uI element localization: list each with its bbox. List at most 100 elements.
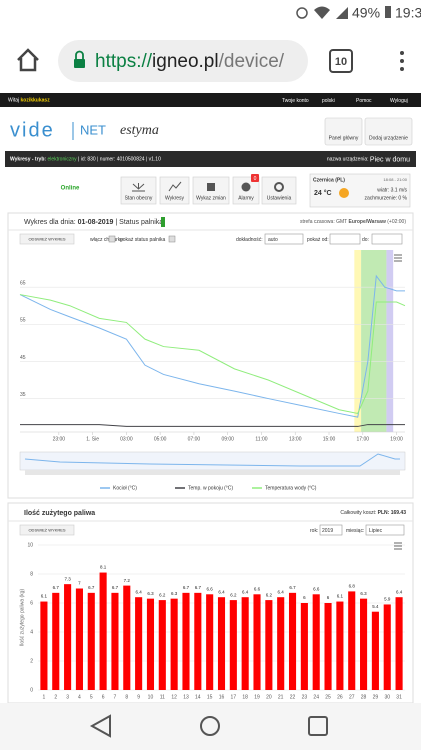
x-tick-label: 4 [78, 694, 81, 700]
x-tick-label: 1 [43, 694, 46, 700]
value-label: 6.7 [289, 585, 296, 590]
device-name: nazwa urządzenia: Piec w domu [327, 156, 410, 163]
value-label: 6.7 [195, 585, 202, 590]
x-tick-label: 5 [90, 694, 93, 700]
x-tick-label: 6 [102, 694, 105, 700]
value-label: 7 [78, 581, 81, 586]
x-tick-label: 23:00 [53, 436, 66, 442]
wifi-icon [314, 6, 330, 19]
charts-button[interactable] [159, 176, 190, 205]
to-input[interactable] [371, 233, 403, 245]
main-panel-label: Panel główny [329, 135, 359, 141]
url: https://igneo.pl/device/ [95, 51, 285, 72]
main-panel-button[interactable] [324, 117, 363, 146]
refresh-button[interactable] [19, 524, 75, 536]
bar [111, 592, 119, 690]
title-prefix: Wykres dla dnia: [24, 219, 76, 226]
show-status-checkbox[interactable] [168, 235, 176, 243]
x-tick-label: 15:00 [323, 436, 336, 442]
bar [99, 572, 107, 690]
y-axis-title: Ilość zużytego paliwa (kg) [19, 589, 25, 647]
x-tick-label: 30 [384, 694, 390, 700]
legend-label: Kocioł (°C) [113, 485, 137, 491]
weather-temp: 24 °C [314, 189, 332, 197]
year-label: rok: [310, 528, 318, 534]
home-nav-button[interactable] [200, 716, 220, 736]
burner-status-band [386, 250, 394, 432]
recents-button[interactable] [308, 716, 328, 736]
bar [288, 592, 297, 690]
navigator[interactable] [19, 451, 406, 471]
year-value: 2019 [322, 528, 333, 534]
panel-title: Wykres dla dnia: 01-08-2019 | Status pal… [24, 219, 165, 226]
x-tick-label: 26 [337, 694, 343, 700]
weather-box [309, 173, 411, 208]
navigator-scrollbar[interactable] [25, 470, 400, 475]
precision-value: auto [268, 237, 278, 243]
value-label: 7.3 [64, 576, 71, 581]
icon [241, 182, 251, 192]
chart-menu[interactable] [394, 542, 402, 550]
chart-menu[interactable] [394, 254, 402, 262]
weather-clouds: zachmurzenie: 0 % [364, 195, 407, 201]
battery: 49% [352, 5, 380, 21]
precision-select[interactable] [264, 233, 304, 245]
current-state-button[interactable] [120, 176, 157, 205]
tabs-button[interactable] [329, 49, 353, 73]
menu-dot[interactable] [400, 51, 404, 55]
value-label: 6.8 [349, 584, 356, 589]
bar [300, 603, 308, 690]
chart-date: 01-08-2019 [78, 219, 114, 226]
from-label: pokaż od: [307, 237, 329, 243]
legend-label: Temperatura wody (°C) [265, 485, 317, 491]
clock: 19:31 [395, 5, 421, 21]
bar [170, 598, 178, 690]
menu-dot[interactable] [400, 59, 404, 63]
month-label: miesiąc: [346, 528, 364, 534]
tabs-count: 10 [335, 56, 347, 68]
temperature-panel [7, 212, 414, 499]
button-label: Alarmy [238, 195, 254, 201]
x-tick-label: 7 [114, 694, 117, 700]
x-tick-label: 19 [254, 694, 260, 700]
home-button[interactable] [17, 48, 39, 72]
url-bar[interactable] [58, 40, 308, 82]
bar [87, 592, 95, 690]
y-tick-label: 2 [30, 658, 33, 664]
bar [371, 611, 379, 690]
timezone-label: strefa czasowa: GMT [300, 219, 347, 225]
add-device-button[interactable] [364, 117, 413, 146]
alarm-count: 0 [254, 176, 257, 182]
button-label: Stan obecny [125, 195, 153, 201]
icon [207, 183, 215, 191]
x-tick-label: 07:00 [188, 436, 201, 442]
x-tick-label: 14 [195, 694, 201, 700]
month-select[interactable] [365, 524, 405, 536]
url-host: igneo.pl [152, 51, 219, 72]
bar [158, 600, 166, 690]
refresh-button[interactable] [19, 233, 75, 245]
account-link[interactable]: Twoje konto [282, 98, 309, 104]
url-path: /device/ [219, 51, 285, 72]
y-tick-label: 8 [30, 571, 33, 577]
from-input[interactable] [329, 233, 361, 245]
bar [395, 597, 403, 690]
value-label: 6.3 [171, 591, 178, 596]
back-button[interactable] [89, 714, 111, 738]
x-tick-label: 05:00 [154, 436, 167, 442]
y-tick-label: 4 [30, 629, 33, 635]
logout-link[interactable]: Wyloguj [390, 98, 408, 104]
help-link[interactable]: Pomoc [356, 98, 372, 104]
timezone-name: Europe/Warsaw [349, 219, 386, 225]
timezone: strefa czasowa: GMT Europe/Warsaw (+02:0… [300, 219, 406, 225]
year-select[interactable] [319, 524, 343, 536]
tooltip-checkbox[interactable] [108, 235, 116, 243]
x-tick-label: 22 [290, 694, 296, 700]
menu-dot[interactable] [400, 67, 404, 71]
greeting: Witaj kozikkukasz [8, 98, 50, 104]
language-link[interactable]: polski [322, 98, 335, 104]
y-tick-label: 55 [20, 318, 26, 324]
series-line [20, 424, 405, 427]
site-topbar [0, 93, 421, 107]
